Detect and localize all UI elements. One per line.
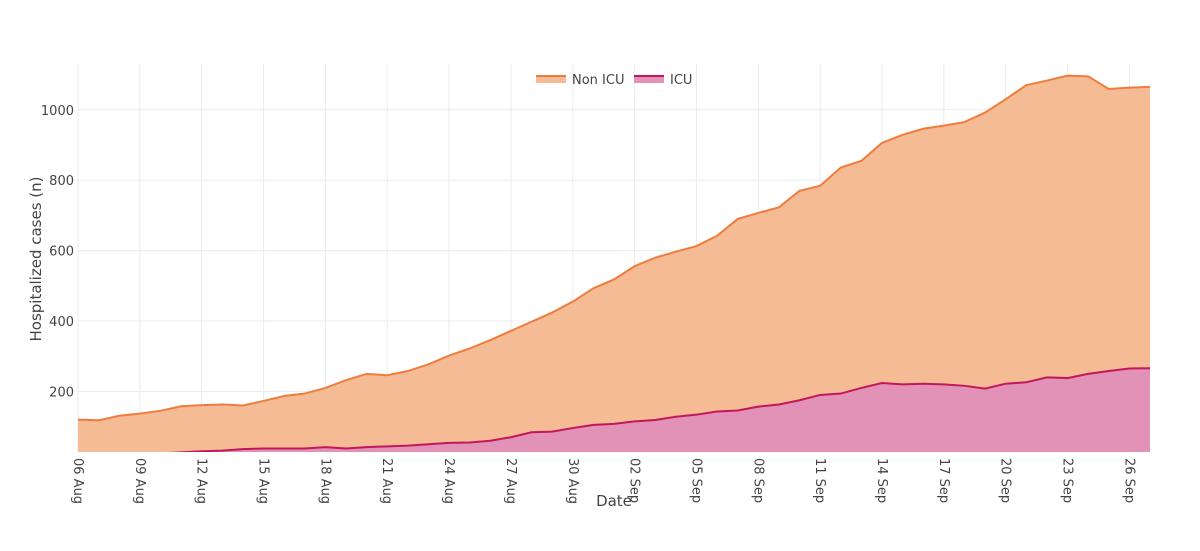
line-icu xyxy=(168,367,1150,452)
legend-label-non-icu: Non ICU xyxy=(572,73,624,88)
y-tick-label: 600 xyxy=(49,245,74,260)
x-tick-label: 17 Sep xyxy=(936,458,951,503)
legend-item-icu[interactable]: ICU xyxy=(634,73,692,88)
x-tick-label: 05 Sep xyxy=(688,458,703,503)
x-tick-label: 06 Aug xyxy=(70,458,85,504)
x-tick-label: 11 Sep xyxy=(812,458,827,503)
x-tick-label: 14 Sep xyxy=(874,458,889,503)
x-tick-label: 27 Aug xyxy=(503,458,518,504)
y-tick-label: 800 xyxy=(49,174,74,189)
y-axis-title: Hospitalized cases (n) xyxy=(27,176,45,341)
x-tick-label: 24 Aug xyxy=(441,458,456,504)
x-tick-label: 30 Aug xyxy=(565,458,580,504)
y-axis: 200 400 600 800 1000 xyxy=(41,104,74,401)
x-tick-label: 26 Sep xyxy=(1121,458,1136,503)
area-non-icu xyxy=(78,75,1150,452)
x-tick-label: 09 Aug xyxy=(132,458,147,504)
x-axis-title: Date xyxy=(596,492,632,510)
legend-item-non-icu[interactable]: Non ICU xyxy=(536,73,624,88)
x-tick-label: 20 Sep xyxy=(998,458,1013,503)
y-tick-label: 1000 xyxy=(41,104,74,119)
area-layer xyxy=(78,74,1150,452)
x-tick-label: 08 Sep xyxy=(750,458,765,503)
legend[interactable]: Non ICU ICU xyxy=(536,73,692,88)
x-tick-label: 23 Sep xyxy=(1060,458,1075,503)
x-tick-label: 21 Aug xyxy=(379,458,394,504)
y-tick-label: 200 xyxy=(49,385,74,400)
x-tick-label: 02 Sep xyxy=(627,458,642,503)
x-axis: 06 Aug 09 Aug 12 Aug 15 Aug 18 Aug 21 Aug 24 A… xyxy=(70,458,1136,504)
legend-label-icu: ICU xyxy=(670,73,692,88)
line-non-icu xyxy=(78,74,1150,422)
y-tick-label: 400 xyxy=(49,315,74,330)
legend-swatch-icu xyxy=(634,76,664,83)
x-tick-label: 18 Aug xyxy=(317,458,332,504)
legend-swatch-non-icu xyxy=(536,76,566,83)
area-icu xyxy=(187,368,1150,452)
x-tick-label: 15 Aug xyxy=(256,458,271,504)
x-tick-label: 12 Aug xyxy=(194,458,209,504)
